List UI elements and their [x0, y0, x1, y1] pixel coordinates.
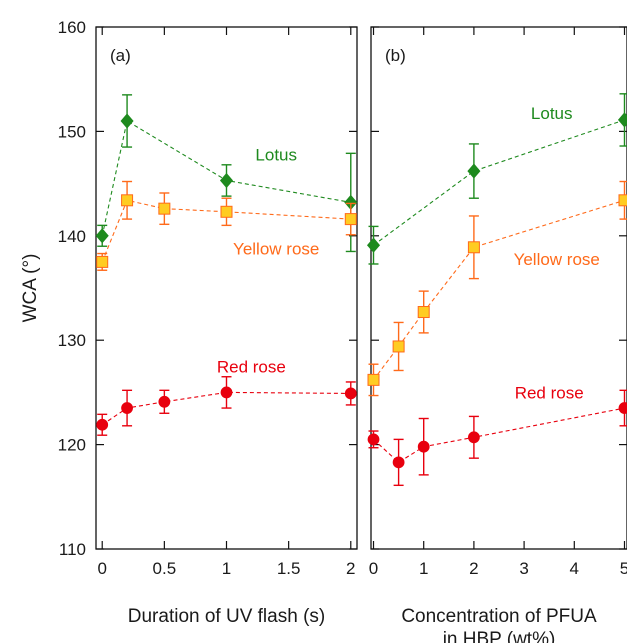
x-tick-label: 5 — [620, 559, 627, 578]
data-point — [618, 194, 627, 207]
panel-label: (a) — [110, 46, 131, 65]
series-line — [101, 199, 351, 263]
y-tick-label: 110 — [59, 540, 86, 559]
y-tick-label: 140 — [58, 227, 86, 246]
data-point — [158, 395, 171, 408]
data-point — [344, 387, 357, 400]
x-tick-label: 1 — [419, 559, 428, 578]
data-point — [220, 205, 233, 218]
series-label: Red rose — [217, 358, 286, 377]
data-point — [392, 340, 405, 353]
panel-label: (b) — [385, 46, 406, 65]
y-axis-title: WCA (°) — [20, 254, 41, 323]
x-tick-label: 4 — [570, 559, 579, 578]
data-point — [96, 255, 109, 268]
series-yellow-rose: Yellow rose — [367, 180, 627, 397]
data-point — [96, 418, 109, 431]
data-point — [417, 306, 430, 319]
x-axis-title-line: Duration of UV flash (s) — [128, 606, 325, 627]
plot-frame — [370, 26, 627, 550]
series-label: Red rose — [515, 384, 584, 403]
data-point — [120, 113, 134, 129]
series-line — [101, 120, 351, 236]
series-label: Yellow rose — [514, 250, 600, 269]
data-point — [417, 440, 430, 453]
x-tick-label: 2 — [469, 559, 478, 578]
data-point — [219, 172, 234, 189]
x-tick-label: 3 — [519, 559, 528, 578]
data-point — [95, 228, 109, 244]
series-label: Lotus — [255, 146, 297, 165]
x-axis-title: Duration of UV flash (s) — [128, 606, 325, 627]
x-tick-label: 0 — [369, 559, 378, 578]
series-line — [373, 199, 625, 381]
data-point — [158, 202, 171, 215]
data-point — [220, 386, 233, 399]
series-label: Lotus — [531, 104, 573, 123]
data-point — [367, 433, 380, 446]
series-red-rose: Red rose — [96, 358, 357, 436]
data-point — [366, 237, 381, 253]
y-tick-label: 130 — [58, 331, 86, 350]
series-lotus: Lotus — [366, 93, 627, 265]
data-point — [617, 112, 627, 128]
x-axis-title-line: in HBP (wt%) — [443, 629, 556, 643]
x-axis-title-line: Concentration of PFUA — [401, 606, 597, 627]
series-lotus: Lotus — [95, 94, 358, 253]
data-point — [618, 402, 627, 414]
y-tick-label: 150 — [58, 122, 86, 141]
series-label: Yellow rose — [233, 240, 319, 259]
data-point — [468, 431, 480, 444]
data-point — [467, 163, 481, 179]
series-red-rose: Red rose — [367, 384, 627, 487]
panel-b: 0 1 2 3 4 5 (b) Concentration of PFUA in HBP (wt… — [366, 26, 627, 643]
data-point — [467, 241, 480, 254]
y-tick-label: 160 — [58, 18, 86, 37]
series-line — [373, 407, 625, 464]
x-tick-label: 0.5 — [153, 559, 177, 578]
data-point — [121, 402, 133, 414]
x-tick-label: 1 — [222, 559, 231, 578]
y-tick-label: 120 — [58, 436, 86, 455]
x-tick-label: 2 — [346, 559, 355, 578]
series-yellow-rose: Yellow rose — [96, 180, 357, 271]
data-point — [121, 194, 134, 207]
data-point — [344, 213, 357, 226]
plot-frame — [95, 26, 358, 550]
data-point — [392, 456, 405, 469]
series-line — [373, 119, 625, 246]
x-tick-label: 0 — [97, 559, 106, 578]
panel-a: 0 0.5 1 1.5 2 110 120 130 140 150 160 (a) Duration o… — [58, 18, 358, 627]
data-point — [367, 373, 380, 386]
x-axis-title: Concentration of PFUA in HBP (wt%) — [401, 606, 597, 643]
x-tick-label: 1.5 — [277, 559, 301, 578]
